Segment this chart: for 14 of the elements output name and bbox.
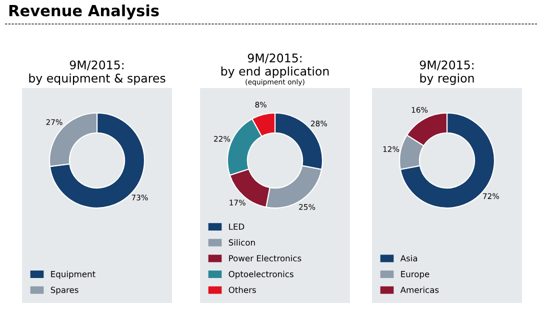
legend-label: Spares bbox=[50, 286, 78, 295]
legend-label: Optoelectronics bbox=[228, 270, 294, 279]
legend-label: LED bbox=[229, 224, 244, 230]
legend-label: Europe bbox=[401, 271, 430, 279]
legend-label: Americas bbox=[400, 286, 439, 294]
chart-title: 9M/2015: by end application bbox=[221, 54, 329, 78]
chart-title: 9M/2015: by region bbox=[420, 60, 474, 85]
chart-title: 9M/2015: by equipment & spares bbox=[29, 60, 166, 85]
legend-label: Asia bbox=[400, 254, 418, 262]
text: Revenue Analysis bbox=[9, 4, 159, 20]
legend-label: Power Electronics bbox=[229, 254, 302, 262]
legend-label: Others bbox=[228, 286, 256, 294]
legend-label: Equipment bbox=[51, 270, 96, 279]
legend-label: Silicon bbox=[228, 239, 255, 246]
